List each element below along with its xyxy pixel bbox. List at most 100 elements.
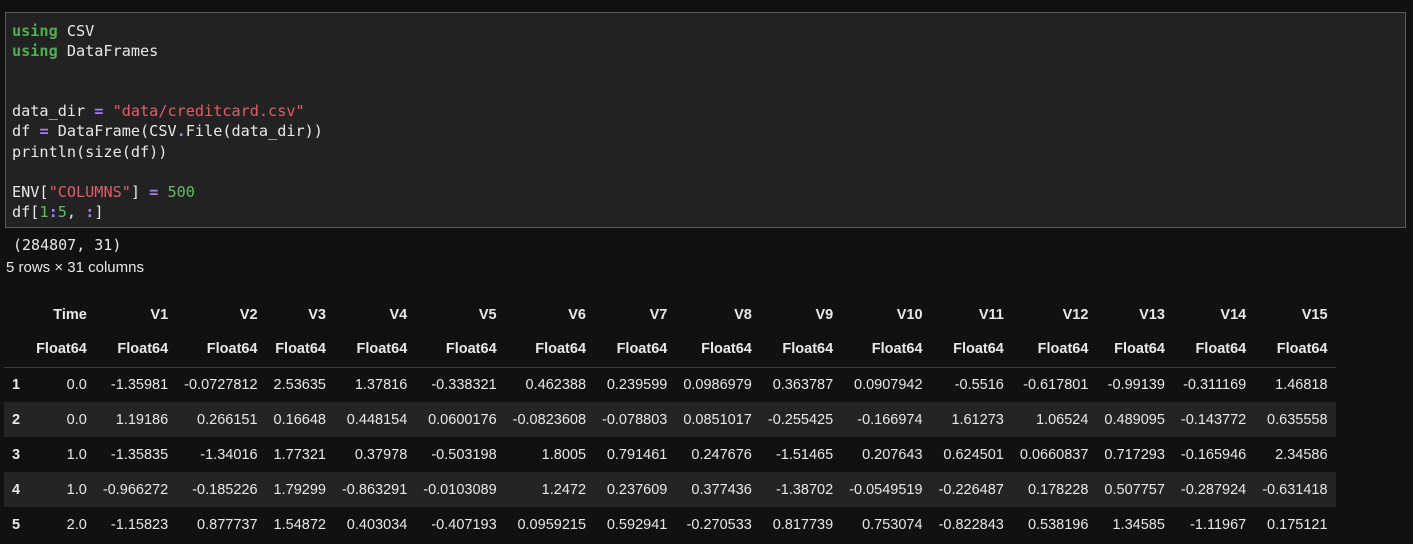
table-cell: -0.99139 [1107,376,1165,393]
table-cell: 0.0959215 [517,516,587,533]
table-cell: -0.822843 [938,516,1004,533]
table-cell: 1.34585 [1112,516,1165,533]
code-token: DataFrames [57,42,159,61]
table-cell: -0.287924 [1180,481,1247,498]
table-cell: -0.166974 [857,411,923,428]
table-cell: 0.237609 [606,481,668,498]
table-cell: 0.16648 [273,411,326,428]
table-cell: 1.61273 [951,411,1004,428]
table-cell: 0.266151 [197,411,258,428]
column-type: Float64 [675,332,760,368]
code-line: ENV["COLUMNS"] = 500 [12,182,1399,202]
table-cell: 2.0 [66,516,87,533]
column-type: Float64 [759,332,842,368]
column-header: V3 [308,306,326,323]
column-header: V2 [239,306,258,323]
code-token: DataFrame(CSV [48,122,177,141]
table-row: 2 0.0 1.19186 0.266151 0.16648 0.448154 0.0600… [4,402,1336,437]
code-token: , [66,202,86,221]
table-cell: 0.538196 [1027,516,1089,533]
dataframe-body: 1 0.0 -1.35981 -0.0727812 2.53635 1.37816 -0.3… [4,367,1336,542]
code-token: data_dir [12,102,95,121]
table-cell: -0.631418 [1262,481,1328,498]
table-cell: 0.363787 [772,376,834,393]
table-cell: 0.753074 [862,516,923,533]
row-index: 1 [12,376,21,393]
column-header: Time [53,306,87,323]
code-line: println(size(df)) [12,142,1399,162]
table-cell: 0.403034 [346,516,408,533]
table-cell: 0.877737 [197,516,258,533]
table-cell: -0.617801 [1023,376,1089,393]
table-cell: 0.239599 [606,376,668,393]
column-header: V8 [734,306,752,323]
code-token: = [94,102,104,121]
code-token: using [12,42,58,61]
table-cell: 0.791461 [606,446,668,463]
code-token: df [12,122,40,141]
table-cell: 2.34586 [1275,446,1328,463]
table-cell: 1.79299 [273,481,326,498]
column-types-row: Float64 Float64 Float64 Float64 Float64 Float… [4,332,1336,368]
table-cell: 0.462388 [525,376,587,393]
column-type: Float64 [930,332,1012,368]
code-token: 5 [57,202,67,221]
code-token: 1 [39,202,49,221]
column-header: V5 [478,306,497,323]
table-cell: -0.0727812 [184,376,258,393]
code-token: "COLUMNS" [48,182,131,201]
table-cell: -0.503198 [431,446,497,463]
table-cell: -0.143772 [1180,411,1247,428]
table-cell: 0.0986979 [683,376,752,393]
table-cell: 0.0600176 [428,411,497,428]
table-cell: 1.37816 [354,376,408,393]
table-cell: 0.624501 [943,446,1004,463]
column-header: V6 [568,306,587,323]
table-cell: -0.0549519 [849,481,923,498]
column-type: Float64 [1254,332,1336,368]
code-token: using [12,22,58,40]
table-cell: 0.37978 [354,446,408,463]
code-line: using DataFrames [12,41,1399,61]
column-names-row: Time V1 V2 V3 V4 V5 V6 V7 V8 V9 V10 V11 V12 V13 V14 V15 [4,297,1336,332]
row-index-type-header [4,332,29,368]
table-row: 4 1.0 -0.966272 -0.185226 1.79299 -0.863291 -0… [4,472,1336,507]
row-index-header [4,297,28,332]
code-cell-input[interactable]: using CSV using DataFrames data_dir = "dat… [5,12,1406,228]
table-cell: -1.35981 [110,376,169,393]
code-token: CSV [57,22,95,40]
code-line: data_dir = "data/creditcard.csv" [12,101,1399,121]
code-token: df[ [12,202,40,221]
table-cell: 2.53635 [273,376,326,393]
code-token: "data/creditcard.csv" [112,102,305,121]
column-type: Float64 [265,332,334,368]
table-cell: -0.863291 [341,481,408,498]
code-token: println(size(df)) [12,142,168,161]
table-cell: 1.0 [66,481,87,498]
table-cell: 0.0907942 [854,376,923,393]
column-type: Float64 [94,332,177,368]
code-token: : [85,202,95,221]
table-cell: -0.255425 [767,411,834,428]
table-cell: -0.078803 [602,411,668,428]
table-cell: 0.247676 [691,446,752,463]
table-cell: 0.0 [66,411,87,428]
column-header: V13 [1139,306,1165,323]
row-index: 2 [12,411,21,428]
column-type: Float64 [176,332,266,368]
column-type: Float64 [1011,332,1097,368]
column-header: V12 [1062,306,1089,323]
table-row: 1 0.0 -1.35981 -0.0727812 2.53635 1.37816 -0.3… [4,367,1336,402]
code-token: = [39,122,49,141]
code-token: File(data_dir)) [185,122,323,141]
code-line: df[1:5, :] [12,202,1399,222]
table-cell: -0.338321 [431,376,497,393]
row-index: 3 [12,446,21,463]
code-token: = [149,182,159,201]
table-cell: -1.51465 [775,446,834,463]
table-cell: -1.38702 [775,481,834,498]
table-cell: 0.717293 [1104,446,1165,463]
code-token: . [176,122,186,141]
table-cell: 0.592941 [606,516,668,533]
column-header: V11 [978,306,1004,323]
